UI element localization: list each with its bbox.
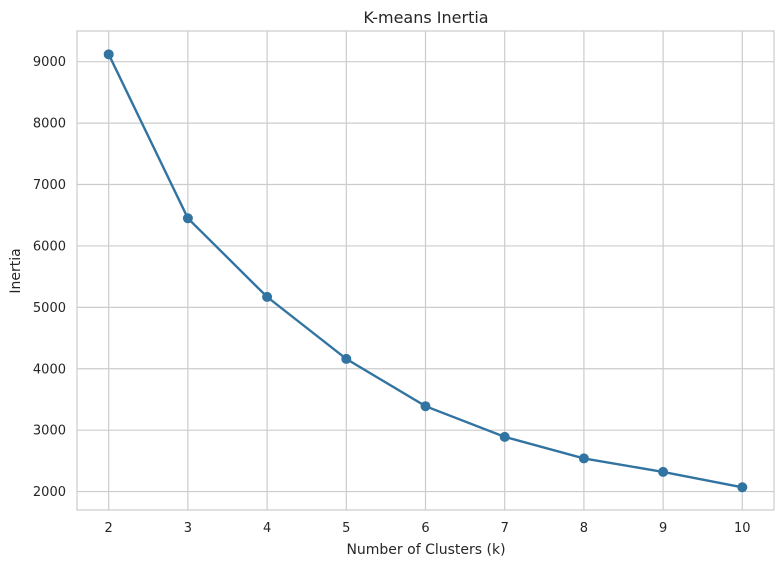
data-point (341, 353, 352, 364)
x-tick-label: 9 (659, 521, 667, 536)
data-point (658, 466, 669, 477)
x-tick-label: 3 (184, 521, 192, 536)
y-axis-label: Inertia (8, 248, 24, 293)
data-point (499, 431, 510, 442)
y-tick-label: 5000 (33, 301, 66, 316)
y-tick-label: 8000 (33, 117, 66, 132)
data-point (103, 49, 114, 60)
data-point (737, 482, 748, 493)
y-tick-label: 4000 (33, 362, 66, 377)
x-tick-label: 4 (263, 521, 271, 536)
grid (77, 31, 774, 510)
data-point (182, 213, 193, 224)
chart-title: K-means Inertia (363, 8, 488, 27)
x-tick-label: 6 (421, 521, 429, 536)
x-tick-label: 10 (734, 521, 751, 536)
y-tick-label: 6000 (33, 239, 66, 254)
y-tick-label: 3000 (33, 424, 66, 439)
data-point (578, 453, 589, 464)
data-point (262, 291, 273, 302)
plot-frame (76, 30, 775, 511)
x-tick-label: 8 (580, 521, 588, 536)
data-point (420, 401, 431, 412)
tick-labels: 2 3 4 5 6 7 8 9 10 2000 3000 4000 5000 6000 7000 8000 90… (33, 55, 751, 536)
y-tick-label: 9000 (33, 55, 66, 70)
data-points (103, 49, 748, 493)
x-axis-label: Number of Clusters (k) (346, 542, 505, 558)
y-tick-label: 7000 (33, 178, 66, 193)
x-tick-label: 7 (501, 521, 509, 536)
x-tick-label: 2 (105, 521, 113, 536)
x-tick-label: 5 (342, 521, 350, 536)
y-tick-label: 2000 (33, 485, 66, 500)
